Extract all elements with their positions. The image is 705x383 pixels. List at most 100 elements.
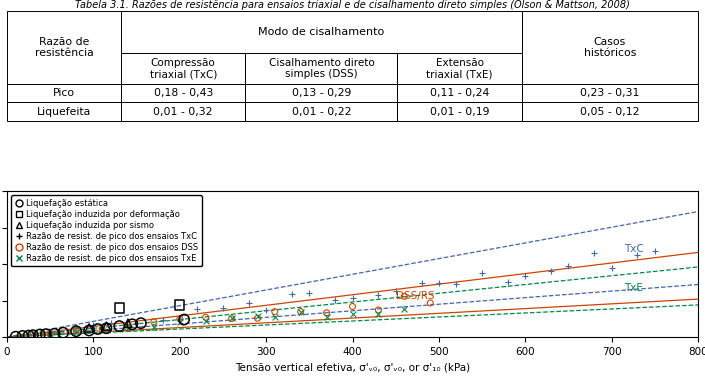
Point [347,295,358,301]
Bar [7,84,121,102]
X-axis label: Tensão vertical efetiva, σ'ᵥ₀, σ'ᵥ₀, or σ'₁₀ (kPa): Tensão vertical efetiva, σ'ᵥ₀, σ'ᵥ₀, or … [235,362,470,372]
Point [226,316,238,322]
Point [174,316,185,322]
Point [295,309,307,315]
Bar [522,102,698,121]
Point [330,296,341,303]
Point [70,329,82,336]
Point [17,333,28,339]
Point [83,327,94,334]
Text: Extensão
triaxial (TxE): Extensão triaxial (TxE) [427,57,493,79]
Point [27,332,39,338]
Point [347,311,358,317]
Point [105,320,116,326]
Text: 0,11 - 0,24: 0,11 - 0,24 [430,88,489,98]
Point [252,315,263,321]
Point [148,324,159,331]
Point [114,323,125,329]
Point [174,319,185,325]
Point [286,290,298,296]
Point [178,316,190,322]
Point [217,305,228,311]
Point [347,303,358,309]
Point [101,323,112,329]
Bar [245,84,398,102]
Point [123,325,134,331]
Point [23,332,35,339]
Point [70,327,82,334]
Point [192,306,203,312]
Point [546,268,557,274]
Point [243,300,255,306]
Text: Tabela 3.1. Razões de resistência para ensaios triaxial e de cisalhamento direto: Tabela 3.1. Razões de resistência para e… [75,0,630,10]
Bar [398,102,522,121]
Text: 0,13 - 0,29: 0,13 - 0,29 [292,88,351,98]
Point [269,314,281,320]
Point [92,326,104,332]
Bar [245,102,398,121]
Text: TxE: TxE [625,283,644,293]
Point [520,273,531,279]
Text: TxC: TxC [625,244,644,254]
Point [174,302,185,308]
Point [373,307,384,313]
Point [399,306,410,313]
Point [450,281,462,287]
Point [434,280,445,286]
Point [252,313,263,319]
Point [101,325,112,331]
Text: Compressão
triaxial (TxC): Compressão triaxial (TxC) [149,57,217,79]
Point [295,309,307,315]
Point [390,288,401,294]
Point [261,307,272,313]
Point [649,247,661,254]
Text: Liquefeita: Liquefeita [37,106,91,116]
Point [269,309,281,315]
Point [44,331,56,337]
Point [200,314,211,321]
Point [131,319,142,326]
Bar [121,84,245,102]
Point [44,331,56,337]
Bar [7,11,121,84]
Point [135,320,147,326]
Point [321,310,332,316]
Point [200,318,211,324]
Point [44,329,56,335]
Text: 0,01 - 0,32: 0,01 - 0,32 [154,106,213,116]
Text: 0,18 - 0,43: 0,18 - 0,43 [154,88,213,98]
Point [563,263,574,269]
Text: 0,23 - 0,31: 0,23 - 0,31 [580,88,639,98]
Point [83,325,94,331]
Point [35,331,46,337]
Bar [398,53,522,84]
Point [321,314,332,320]
Point [114,305,125,311]
Text: Casos
históricos: Casos históricos [584,37,636,58]
Point [70,328,82,334]
Point [49,331,60,337]
Bar [7,102,121,121]
Point [416,280,427,286]
Text: 0,01 - 0,19: 0,01 - 0,19 [430,106,489,116]
Text: Modo de cisalhamento: Modo de cisalhamento [258,27,384,37]
Text: 0,01 - 0,22: 0,01 - 0,22 [292,106,351,116]
Point [40,331,51,337]
Point [503,278,514,285]
Text: DSS/RS: DSS/RS [396,291,434,301]
Point [373,292,384,298]
Point [304,290,315,296]
Legend: Liquefação estática, Liquefação induzida por deformação, Liquefação induzida por: Liquefação estática, Liquefação induzida… [11,195,202,267]
Point [226,315,238,321]
Bar [121,11,522,53]
Bar [398,84,522,102]
Point [10,334,21,340]
Point [148,319,159,325]
Point [632,252,643,259]
Text: 0,05 - 0,12: 0,05 - 0,12 [580,106,639,116]
Point [97,327,108,333]
Point [373,311,384,317]
Point [477,270,488,276]
Bar [121,53,245,84]
Point [424,300,436,306]
